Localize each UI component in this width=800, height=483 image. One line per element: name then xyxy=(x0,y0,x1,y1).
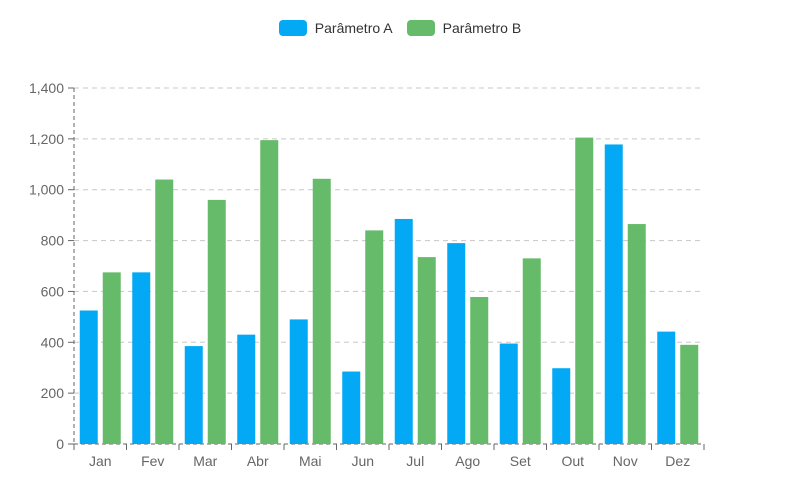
x-tick-label: Abr xyxy=(247,453,269,469)
y-tick-label: 1,200 xyxy=(29,131,64,147)
legend-label-parametro-a: Parâmetro A xyxy=(314,20,393,36)
bar-parametro-b-ago xyxy=(470,297,489,444)
bar-parametro-b-dez xyxy=(680,344,699,444)
bar-parametro-a-mar xyxy=(184,346,203,444)
bar-parametro-a-mai xyxy=(289,319,308,444)
bar-parametro-b-abr xyxy=(260,140,279,444)
x-tick-label: Dez xyxy=(665,453,690,469)
x-tick-label: Nov xyxy=(613,453,638,469)
chart-legend: Parâmetro A Parâmetro B xyxy=(0,20,800,36)
legend-swatch-parametro-b xyxy=(406,20,435,36)
bar-parametro-b-jun xyxy=(365,230,384,444)
bar-parametro-b-out xyxy=(575,137,594,445)
y-tick-label: 1,400 xyxy=(29,80,64,96)
x-tick-label: Ago xyxy=(455,453,480,469)
x-tick-label: Jun xyxy=(351,453,374,469)
bar-parametro-a-jan xyxy=(79,310,98,444)
bar-parametro-b-fev xyxy=(155,179,174,445)
bar-parametro-a-abr xyxy=(237,334,256,444)
bar-parametro-a-set xyxy=(499,343,518,444)
bar-parametro-b-jul xyxy=(417,257,436,444)
bar-parametro-a-jul xyxy=(394,218,413,444)
bar-parametro-a-ago xyxy=(447,243,466,444)
bar-parametro-a-out xyxy=(552,368,571,444)
y-tick-label: 800 xyxy=(41,233,65,249)
y-tick-label: 200 xyxy=(41,385,65,401)
x-tick-label: Mar xyxy=(193,453,217,469)
bar-parametro-a-jun xyxy=(342,371,361,444)
y-tick-label: 0 xyxy=(56,436,64,452)
x-tick-label: Fev xyxy=(141,453,164,469)
bar-parametro-b-mar xyxy=(207,199,226,444)
y-tick-label: 600 xyxy=(41,283,65,299)
bar-parametro-b-mai xyxy=(312,178,331,444)
bar-parametro-b-nov xyxy=(627,224,646,444)
legend-item-parametro-b[interactable]: Parâmetro B xyxy=(406,20,522,36)
bar-parametro-a-dez xyxy=(657,331,676,444)
bar-parametro-b-jan xyxy=(102,272,121,444)
bar-parametro-b-set xyxy=(522,258,541,444)
legend-swatch-parametro-a xyxy=(278,20,307,36)
x-tick-label: Out xyxy=(561,453,584,469)
x-tick-label: Jan xyxy=(89,453,112,469)
bar-parametro-a-nov xyxy=(604,144,623,445)
bar-parametro-a-fev xyxy=(132,272,151,444)
legend-item-parametro-a[interactable]: Parâmetro A xyxy=(278,20,393,36)
x-tick-label: Set xyxy=(510,453,531,469)
y-tick-label: 1,000 xyxy=(29,182,64,198)
y-tick-label: 400 xyxy=(41,334,65,350)
x-tick-label: Mai xyxy=(299,453,322,469)
legend-label-parametro-b: Parâmetro B xyxy=(442,20,522,36)
x-tick-label: Jul xyxy=(406,453,424,469)
